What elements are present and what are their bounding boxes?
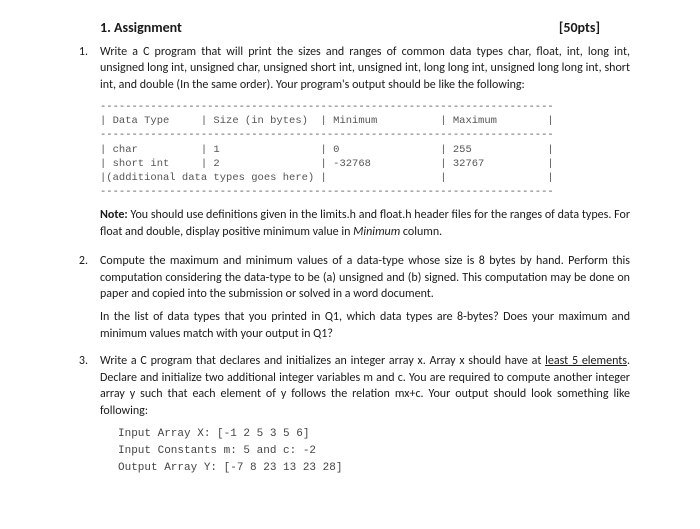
q3-out3: Output Array Y: [-7 8 23 13 23 28] — [118, 460, 630, 477]
q3-text: Write a C program that declares and init… — [100, 353, 630, 420]
q3-number: 3. — [70, 353, 100, 477]
q3-body: Write a C program that declares and init… — [100, 353, 630, 477]
q3-underline: least 5 elements — [545, 354, 627, 368]
q1-note-label: Note: — [100, 208, 128, 222]
assignment-points: [50pts] — [559, 18, 630, 38]
q2-body: Compute the maximum and minimum values o… — [100, 253, 630, 349]
q2-p1: Compute the maximum and minimum values o… — [100, 253, 630, 303]
q1-text: Write a C program that will print the si… — [100, 44, 630, 94]
q1-note: Note: You should use definitions given i… — [100, 207, 630, 241]
q3-output: Input Array X: [-1 2 5 3 5 6] Input Cons… — [118, 426, 630, 477]
q1-note-tail: column. — [400, 225, 442, 239]
q1-body: Write a C program that will print the si… — [100, 44, 630, 249]
assignment-header: 1. Assignment [50pts] — [70, 18, 630, 38]
question-1: 1. Write a C program that will print the… — [70, 44, 630, 249]
q2-number: 2. — [70, 253, 100, 349]
q3-out2: Input Constants m: 5 and c: -2 — [118, 443, 630, 460]
assignment-title: 1. Assignment — [100, 18, 182, 38]
q3-t1: Write a C program that declares and init… — [100, 354, 545, 368]
q2-p2: In the list of data types that you print… — [100, 309, 630, 343]
question-2: 2. Compute the maximum and minimum value… — [70, 253, 630, 349]
q1-note-em: Minimum — [353, 225, 400, 239]
question-3: 3. Write a C program that declares and i… — [70, 353, 630, 477]
q3-out1: Input Array X: [-1 2 5 3 5 6] — [118, 426, 630, 443]
q1-number: 1. — [70, 44, 100, 249]
q1-output-table: ----------------------------------------… — [100, 100, 630, 199]
